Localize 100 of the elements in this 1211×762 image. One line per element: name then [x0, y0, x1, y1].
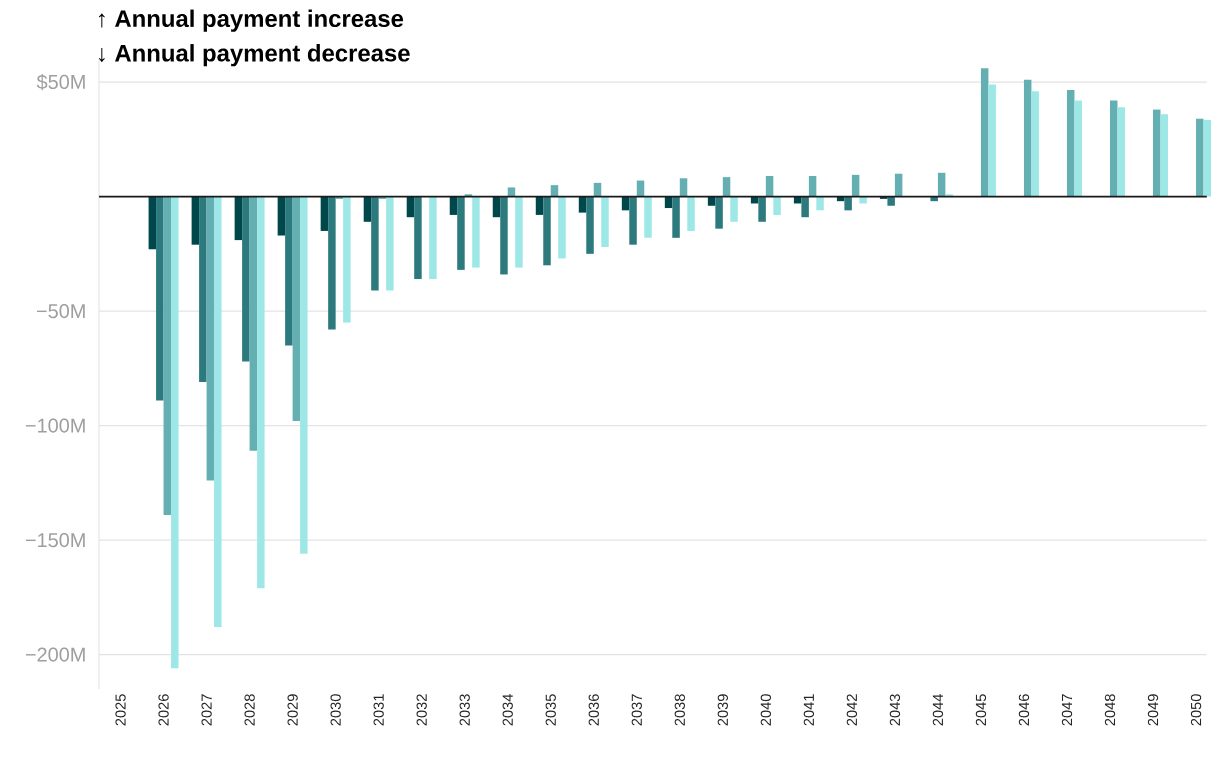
bar: [543, 196, 551, 266]
bar: [191, 196, 200, 245]
bar: [937, 172, 946, 197]
bar: [163, 196, 172, 516]
bar: [257, 196, 265, 589]
bar: [844, 196, 852, 211]
x-tick-label: 2039: [717, 694, 728, 726]
bar: [707, 196, 716, 206]
x-tick-label: 2037: [631, 694, 642, 726]
bar: [171, 196, 179, 669]
bar: [429, 196, 437, 280]
bar: [664, 196, 673, 209]
bar: [1160, 114, 1168, 197]
bar: [234, 196, 243, 241]
bar: [292, 196, 301, 422]
x-tick-label: 2030: [330, 694, 341, 726]
bar: [851, 175, 860, 197]
bar: [328, 196, 336, 330]
bar: [1203, 120, 1211, 197]
bar: [679, 178, 688, 197]
x-tick-label: 2045: [975, 694, 987, 726]
bar: [715, 196, 723, 229]
x-tick-label: 2028: [244, 694, 255, 726]
bar: [758, 196, 766, 222]
bar: [1066, 90, 1075, 197]
bar: [687, 196, 695, 232]
bar: [343, 196, 351, 323]
x-tick-label: 2031: [373, 694, 384, 726]
bar: [859, 196, 867, 204]
y-tick-label: −100M: [25, 418, 85, 433]
y-tick-label: $50M: [36, 74, 85, 91]
x-tick-label: 2036: [588, 694, 599, 726]
bar: [894, 173, 903, 197]
bar: [1196, 118, 1204, 197]
x-tick-label: 2044: [932, 694, 944, 726]
bar: [386, 196, 394, 291]
bar: [457, 196, 465, 271]
bar: [320, 196, 329, 232]
x-tick-label: 2043: [889, 694, 901, 726]
bar: [535, 196, 544, 216]
bar: [500, 196, 508, 275]
bar: [816, 196, 824, 211]
bar: [242, 196, 250, 362]
bar: [730, 196, 738, 222]
bar: [988, 84, 996, 197]
chart-subtitle: ↓ Annual payment decrease: [99, 44, 410, 67]
y-tick-label: −50M: [36, 304, 85, 319]
bar: [277, 196, 286, 236]
x-tick-label: 2025: [115, 694, 126, 726]
y-tick-label: −200M: [25, 647, 85, 662]
x-tick-label: 2048: [1104, 694, 1116, 726]
bar: [722, 177, 731, 197]
bar: [773, 196, 781, 216]
bar: [1023, 80, 1032, 197]
bar: [672, 196, 680, 238]
x-tick-label: 2027: [201, 694, 212, 726]
bar: [472, 196, 480, 268]
bar: [550, 185, 559, 197]
x-tick-label: 2042: [846, 694, 858, 726]
bar: [629, 196, 637, 245]
bar: [148, 196, 157, 250]
x-tick-label: 2034: [502, 694, 513, 726]
bar: [1031, 91, 1039, 197]
x-tick-label: 2029: [287, 694, 298, 726]
bar: [249, 196, 258, 451]
x-tick-label: 2032: [416, 694, 427, 726]
x-tick-label: 2040: [760, 694, 772, 726]
bar: [601, 196, 609, 248]
bar: [930, 196, 938, 202]
bar: [371, 196, 379, 291]
x-tick-label: 2047: [1061, 694, 1073, 726]
bar: [801, 196, 809, 218]
bar: [300, 196, 308, 555]
bar: [578, 196, 587, 213]
x-tick-label: 2050: [1190, 694, 1202, 726]
bar: [558, 196, 566, 259]
x-tick-label: 2038: [674, 694, 685, 726]
x-tick-label: 2046: [1018, 694, 1030, 726]
bar: [980, 68, 989, 197]
bar: [285, 196, 293, 346]
bar: [492, 196, 501, 218]
x-tick-label: 2049: [1147, 694, 1159, 726]
y-tick-label: −150M: [25, 533, 85, 548]
bar: [586, 196, 594, 255]
x-tick-label: 2033: [459, 694, 470, 726]
bar: [1153, 109, 1161, 197]
bar: [1074, 100, 1082, 197]
bar: [363, 196, 372, 222]
bar: [1110, 100, 1118, 197]
bar: [206, 196, 215, 481]
bar: [808, 176, 817, 197]
bar: [214, 196, 222, 628]
bar: [1117, 107, 1125, 197]
x-tick-label: 2026: [158, 694, 169, 726]
chart-title: ↑ Annual payment increase: [99, 9, 404, 33]
bar: [156, 196, 164, 401]
bar: [515, 196, 523, 268]
bar: [887, 196, 895, 206]
bar: [449, 196, 458, 216]
bar: [414, 196, 422, 280]
